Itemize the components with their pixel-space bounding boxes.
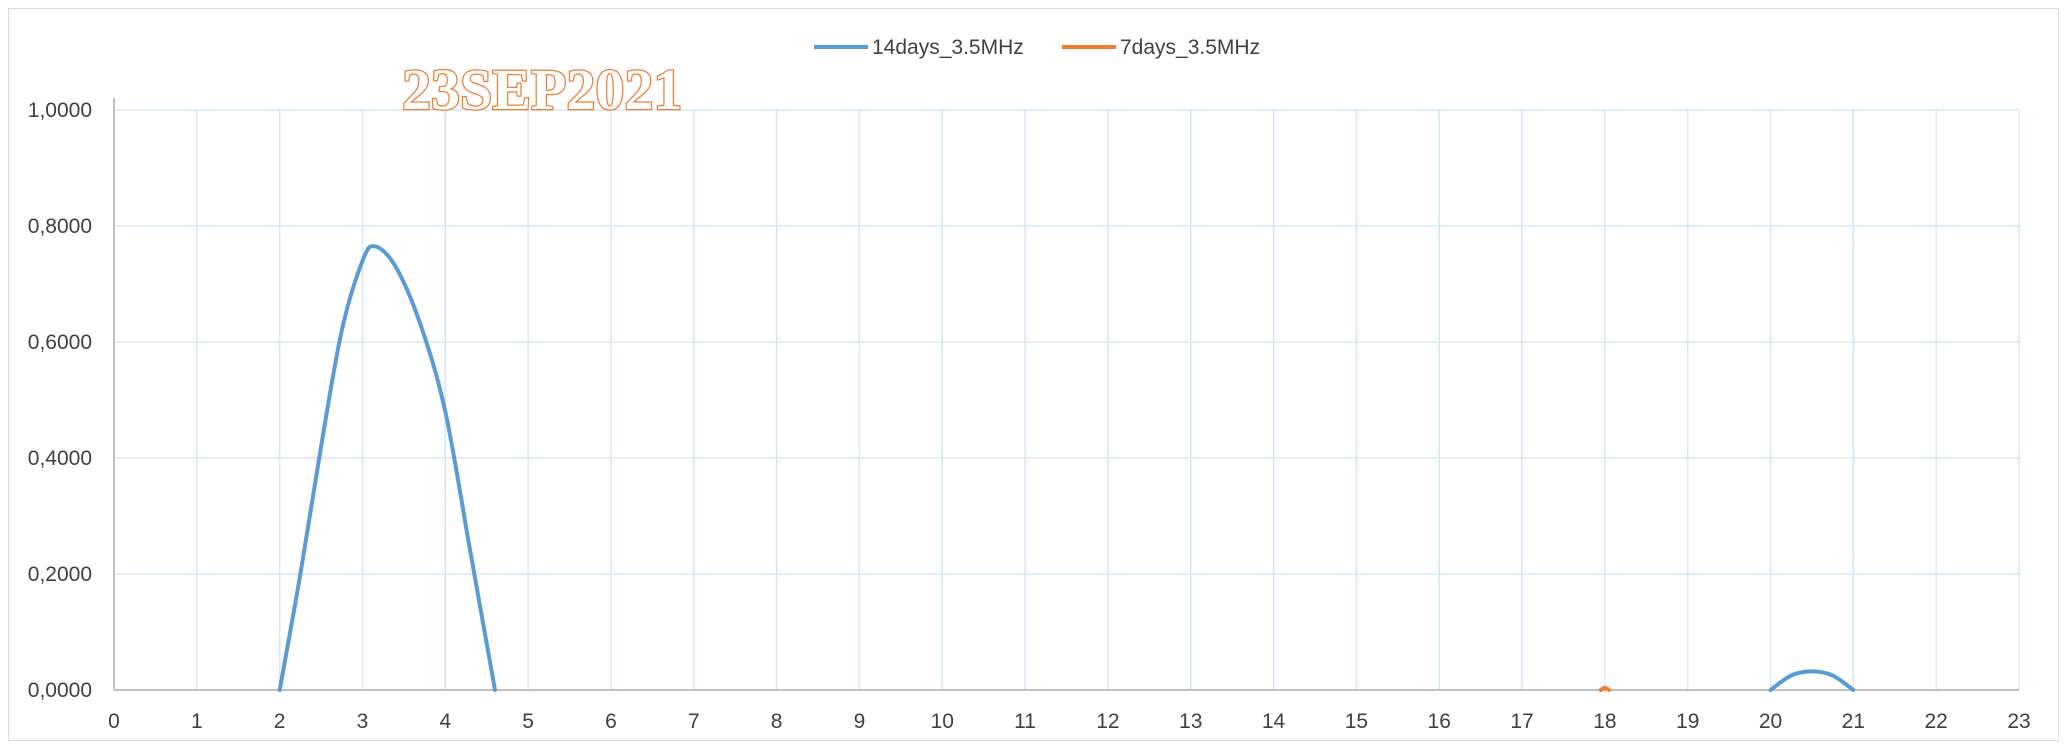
series-line	[1598, 685, 1611, 692]
legend-label: 7days_3.5MHz	[1120, 36, 1260, 59]
x-tick-label: 4	[439, 710, 451, 733]
x-tick-label: 5	[522, 710, 534, 733]
y-tick-label: 0,4000	[28, 447, 92, 470]
y-tick-label: 0,2000	[28, 563, 92, 586]
x-tick-label: 1	[191, 710, 203, 733]
x-tick-label: 12	[1096, 710, 1119, 733]
x-tick-label: 10	[931, 710, 954, 733]
x-tick-label: 23	[2007, 710, 2030, 733]
legend-label: 14days_3.5MHz	[872, 36, 1024, 59]
x-tick-label: 14	[1262, 710, 1286, 733]
x-tick-label: 11	[1014, 710, 1036, 733]
x-tick-label: 21	[1842, 710, 1865, 733]
x-tick-label: 3	[357, 710, 369, 733]
chart-area	[8, 8, 2059, 741]
x-tick-label: 9	[854, 710, 866, 733]
x-tick-label: 20	[1759, 710, 1782, 733]
legend: 14days_3.5MHz 7days_3.5MHz	[814, 36, 1260, 59]
axes: 0 1 2 3 4 5 6 7 8 9 10 11 12 13 14 15 16 17 18 19 20 21 22 230,…	[28, 98, 2031, 733]
x-tick-label: 19	[1676, 710, 1699, 733]
gridlines	[114, 109, 2020, 690]
y-tick-label: 1,0000	[28, 99, 92, 122]
x-tick-label: 13	[1179, 710, 1202, 733]
series-line	[1768, 669, 1856, 692]
x-tick-label: 22	[1924, 710, 1947, 733]
x-tick-label: 6	[605, 710, 617, 733]
x-tick-label: 15	[1345, 710, 1368, 733]
x-tick-label: 18	[1593, 710, 1616, 733]
y-tick-label: 0,0000	[28, 679, 92, 702]
x-tick-label: 8	[771, 710, 783, 733]
x-tick-label: 7	[688, 710, 700, 733]
series-lines	[277, 244, 1856, 692]
x-tick-label: 16	[1428, 710, 1451, 733]
date-stamp: 23SEP2021	[402, 57, 682, 122]
x-tick-label: 0	[108, 710, 120, 733]
x-tick-label: 2	[274, 710, 286, 733]
series-line	[277, 244, 497, 692]
y-tick-label: 0,6000	[28, 331, 92, 354]
x-tick-label: 17	[1510, 710, 1533, 733]
y-tick-label: 0,8000	[28, 215, 92, 238]
